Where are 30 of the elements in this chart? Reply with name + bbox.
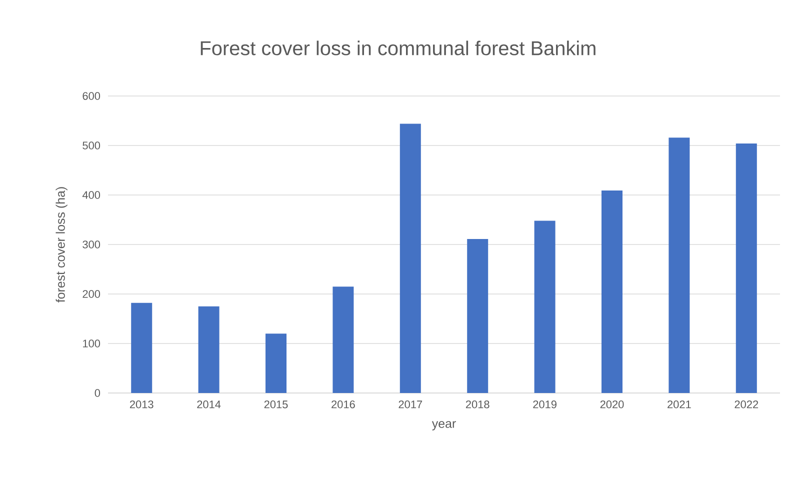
x-tick-label: 2019: [533, 400, 556, 408]
x-tick-label: 2017: [398, 400, 422, 408]
x-tick-label: 2018: [466, 400, 490, 408]
x-tick-label: 2020: [600, 400, 624, 408]
bar: [467, 239, 488, 393]
x-tick-label: 2016: [332, 400, 355, 408]
bar: [602, 190, 623, 393]
x-axis-title: year: [432, 421, 456, 430]
x-tick-label: 2015: [264, 400, 288, 408]
x-tick-label: 2013: [130, 400, 154, 408]
bar: [198, 306, 220, 393]
bar: [266, 334, 287, 393]
bar: [332, 286, 354, 393]
bar: [736, 144, 757, 393]
x-tick-label: 2021: [668, 400, 691, 408]
y-tick-label: 100: [83, 340, 100, 348]
y-tick-label: 0: [94, 389, 100, 397]
bar: [668, 138, 690, 393]
y-tick-label: 600: [82, 92, 100, 100]
y-tick-label: 500: [82, 142, 100, 150]
x-tick-label: 2014: [197, 400, 221, 408]
x-tick-label: 2022: [734, 400, 758, 408]
bar: [131, 302, 152, 393]
y-tick-label: 400: [82, 191, 100, 199]
bar: [400, 124, 421, 393]
y-axis-title: forest cover loss (ha): [56, 187, 68, 302]
y-tick-label: 200: [82, 290, 100, 298]
bar: [534, 220, 556, 393]
y-tick-label: 300: [82, 240, 100, 248]
chart-title: Forest cover loss in communal forest Bankim: [200, 40, 596, 56]
